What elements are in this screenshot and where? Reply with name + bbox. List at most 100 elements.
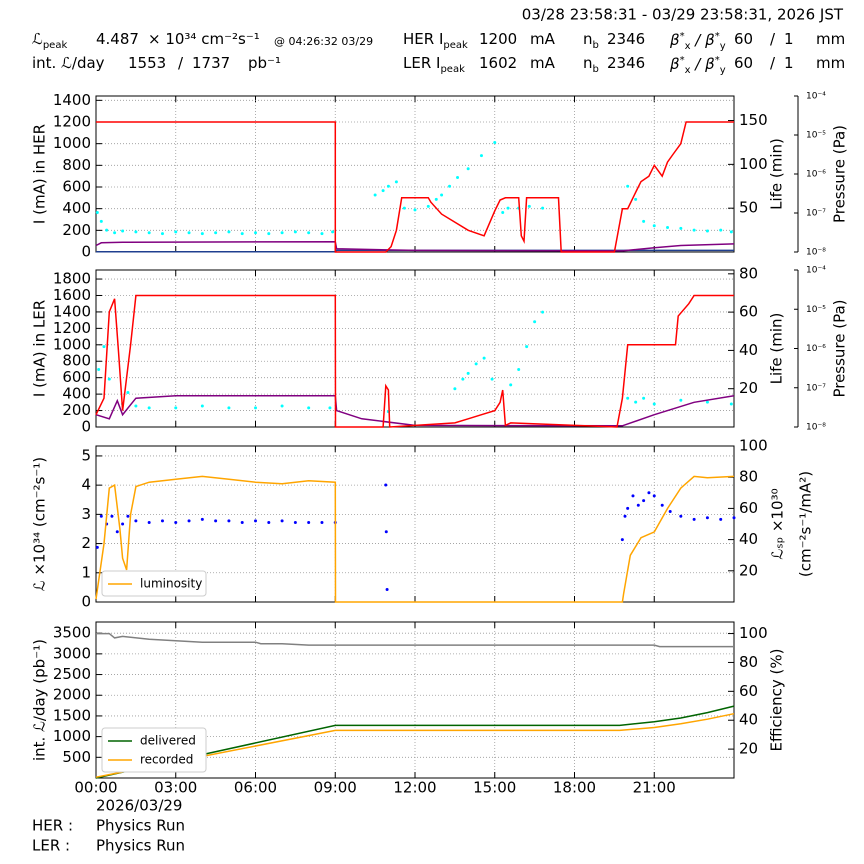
y3-tick-label: 10⁻⁸: [806, 248, 826, 258]
y-tick-label: 800: [62, 352, 91, 370]
point: [187, 231, 191, 235]
y-tick-label: 1400: [53, 302, 91, 320]
slash: /: [770, 30, 776, 48]
y2-label: Life (min): [768, 313, 786, 385]
x-tick-label: 15:00: [473, 779, 516, 797]
sup: *: [714, 31, 720, 42]
point: [121, 522, 125, 526]
point: [623, 514, 627, 518]
point: [642, 219, 646, 223]
line: [96, 632, 734, 648]
point: [320, 520, 324, 524]
point: [102, 345, 106, 349]
y2-tick-label: 20: [739, 379, 758, 397]
point: [456, 176, 460, 180]
point: [97, 368, 101, 372]
x-tick-label: 12:00: [393, 779, 436, 797]
point: [501, 211, 505, 215]
y3-tick-label: 10⁻⁵: [806, 305, 826, 315]
ring-label: LER Ipeak: [403, 54, 465, 79]
y-tick-label: 1000: [53, 134, 91, 152]
point: [110, 514, 114, 518]
point: [729, 402, 733, 406]
y-tick-label: 2000: [53, 686, 91, 704]
line: [95, 294, 734, 428]
sub: x: [684, 65, 691, 76]
y-tick-label: 2: [81, 534, 91, 552]
legend-box: [101, 727, 207, 773]
x-tick-label: 06:00: [234, 779, 277, 797]
y-label: I (mA) in LER: [31, 300, 49, 397]
text: n: [583, 54, 593, 72]
y2-tick-label: 100: [739, 624, 768, 642]
point: [187, 519, 191, 523]
y-tick-label: 200: [62, 401, 91, 419]
point: [705, 229, 709, 233]
sub: peak: [440, 64, 465, 75]
her-mode: Physics Run: [96, 817, 185, 835]
y-tick-label: 0: [81, 593, 91, 611]
point: [384, 483, 388, 487]
point: [160, 232, 164, 236]
beta-x: 60: [734, 30, 754, 48]
point: [466, 167, 470, 171]
y-tick-label: 400: [62, 385, 91, 403]
text: HER I: [403, 30, 444, 48]
point: [373, 193, 377, 197]
text: / β: [695, 55, 715, 73]
point: [490, 377, 494, 381]
y-tick-label: 1500: [53, 706, 91, 724]
y3-tick-label: 10⁻⁸: [806, 423, 826, 433]
text: LER I: [403, 54, 441, 72]
legend-label: recorded: [140, 753, 193, 767]
line: [95, 712, 735, 778]
y3-label: Pressure (Pa): [831, 299, 849, 397]
point: [227, 519, 231, 523]
point: [453, 387, 457, 391]
point: [107, 377, 111, 381]
point: [732, 516, 736, 520]
y-tick-label: 0: [81, 243, 91, 261]
point: [626, 506, 630, 510]
y-tick-label: 1: [81, 563, 91, 581]
point: [174, 406, 178, 410]
beta-unit: mm: [816, 30, 846, 48]
point: [147, 520, 151, 524]
point: [679, 226, 683, 230]
point: [533, 320, 537, 324]
y2-label: Efficiency (%): [768, 649, 786, 752]
point: [254, 406, 257, 410]
y3-tick-label: 10⁻⁷: [806, 383, 826, 393]
legend-label: luminosity: [140, 577, 202, 591]
point: [642, 499, 646, 503]
point: [200, 517, 204, 521]
sup: *: [714, 55, 720, 66]
y-tick-label: 0: [81, 418, 91, 436]
point: [105, 228, 109, 232]
point: [705, 400, 709, 404]
sub: peak: [443, 40, 468, 51]
sub: x: [684, 41, 691, 52]
y-tick-label: 1200: [53, 319, 91, 337]
point: [240, 520, 244, 524]
current-unit: mA: [530, 30, 555, 48]
int-lumi-unit: pb⁻¹: [248, 54, 281, 72]
line: [95, 705, 735, 779]
y-tick-label: 5: [81, 446, 91, 464]
peak-time: @ 04:26:32 03/29: [274, 35, 374, 48]
y3-tick-label: 10⁻⁴: [806, 92, 826, 102]
point: [448, 184, 452, 188]
point: [652, 494, 656, 498]
ler-mode: Physics Run: [96, 837, 185, 855]
point: [240, 232, 244, 236]
beta-x: 60: [734, 54, 754, 72]
point: [394, 180, 398, 184]
point: [631, 494, 635, 498]
point: [214, 519, 218, 523]
point: [267, 520, 271, 524]
beta-y: 1: [784, 54, 794, 72]
point: [634, 197, 638, 201]
point: [642, 396, 646, 400]
ring-label: HER Ipeak: [403, 30, 468, 55]
point: [466, 371, 470, 375]
